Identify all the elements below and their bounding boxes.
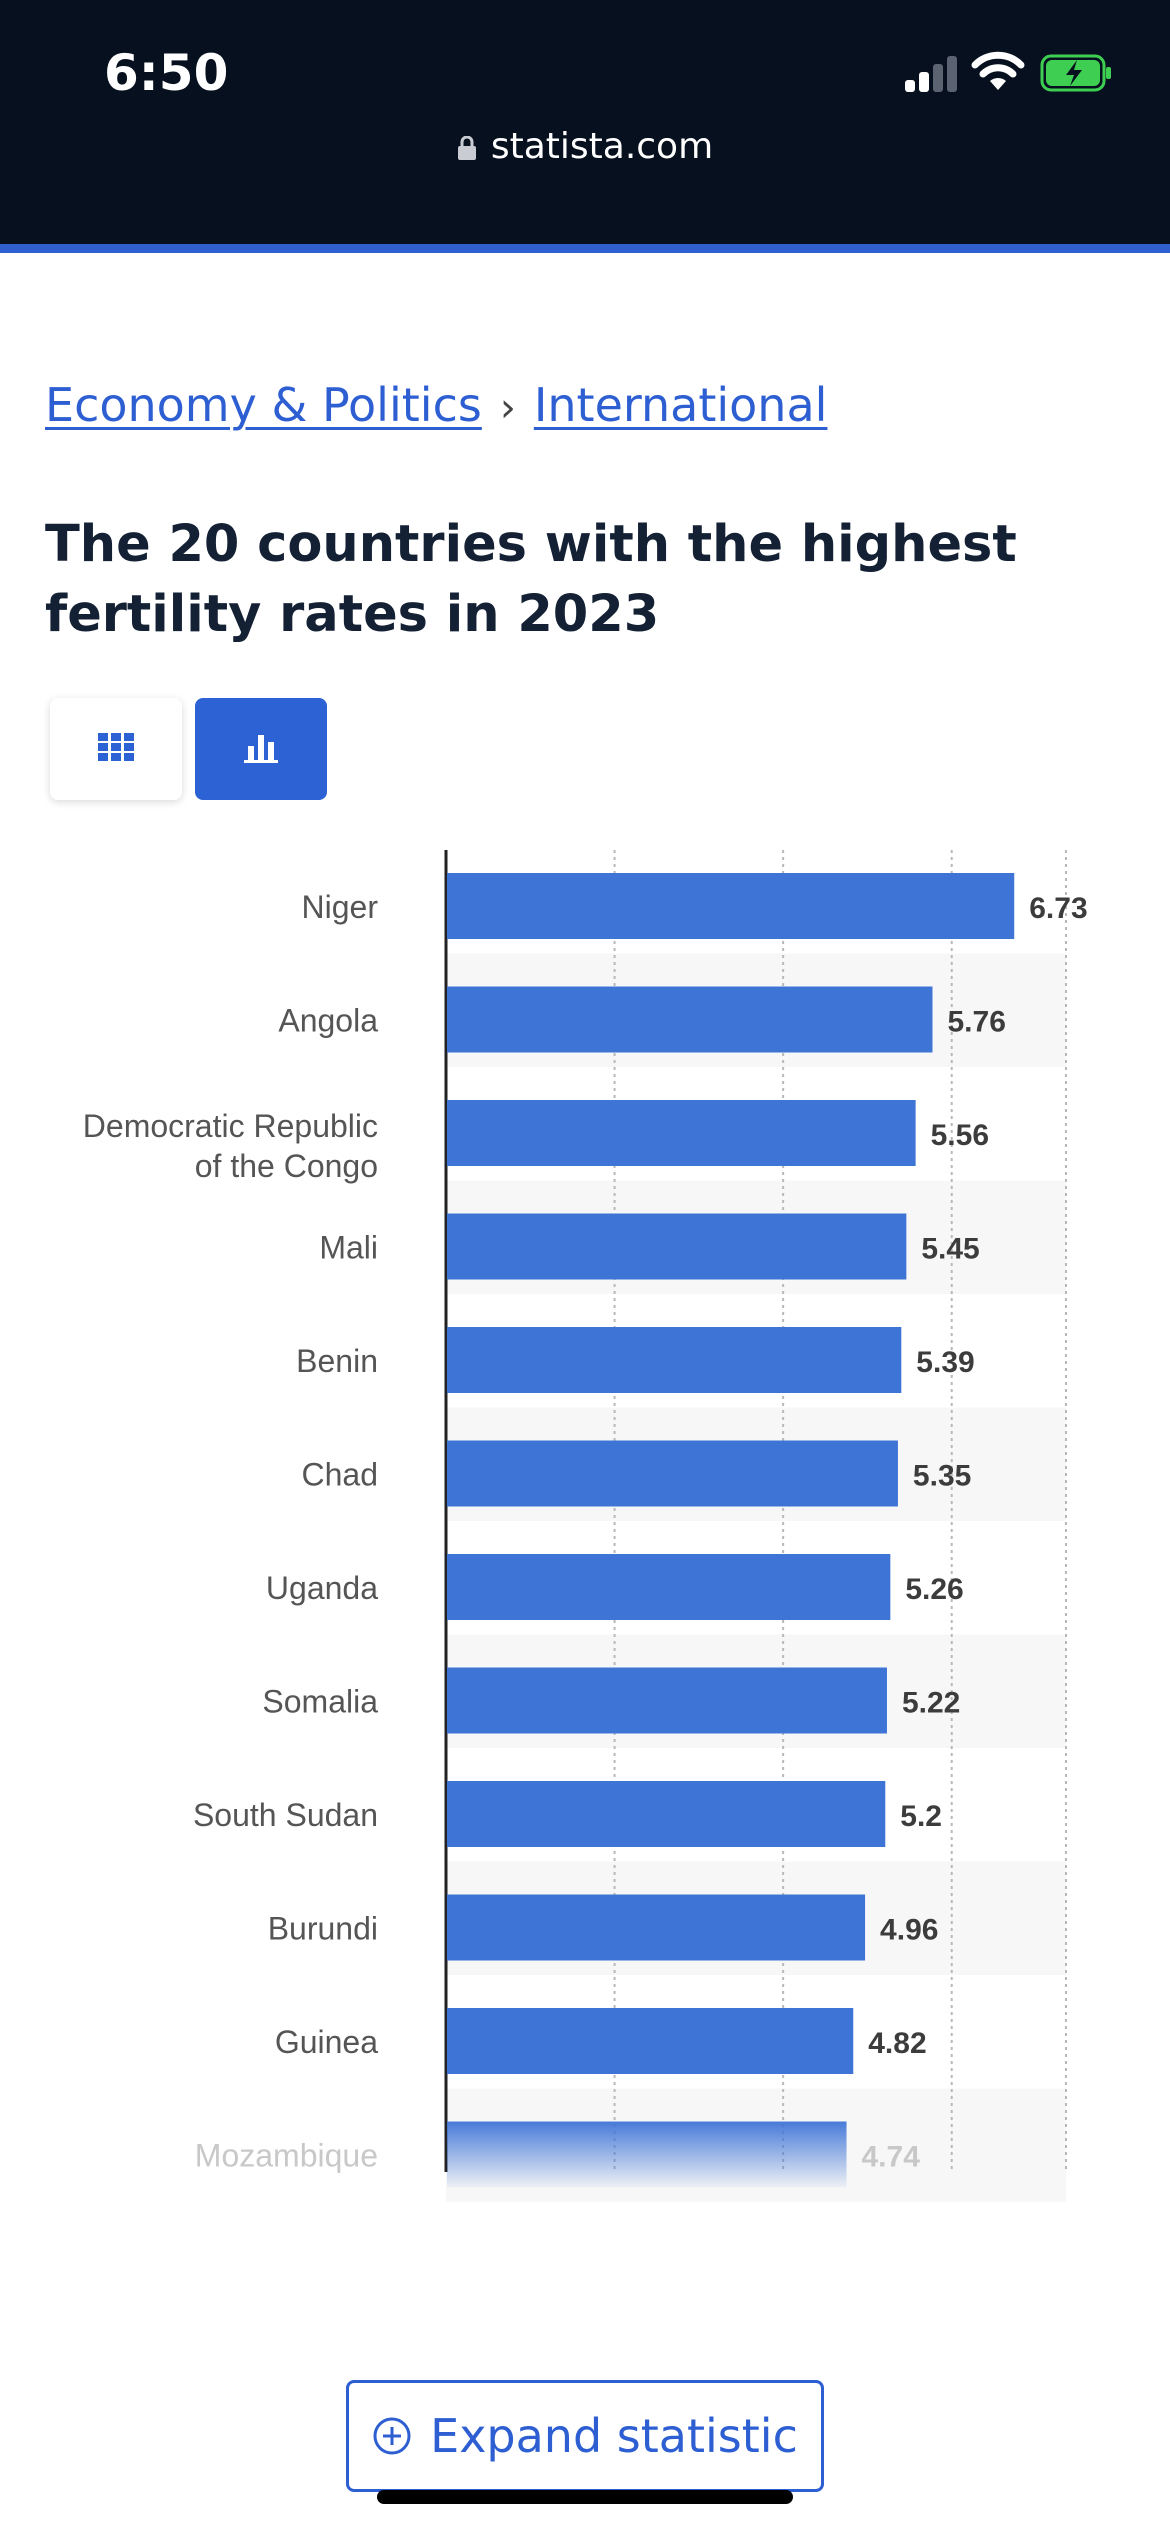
value-label: 5.22 xyxy=(902,1687,960,1720)
category-label: South Sudan xyxy=(193,1797,378,1833)
category-label: Somalia xyxy=(262,1684,378,1720)
bar[interactable] xyxy=(447,1781,886,1847)
value-label: 5.76 xyxy=(947,1006,1005,1039)
plus-circle-icon xyxy=(373,2417,411,2455)
value-label: 5.56 xyxy=(931,1119,989,1152)
breadcrumb-economy-politics[interactable]: Economy & Politics xyxy=(45,378,482,432)
home-indicator xyxy=(377,2490,793,2504)
page-title: The 20 countries with the highest fertil… xyxy=(45,515,1017,644)
value-label: 5.2 xyxy=(900,1800,942,1833)
breadcrumb-international[interactable]: International xyxy=(533,378,828,432)
url-text: statista.com xyxy=(490,126,714,167)
category-label: Benin xyxy=(296,1343,378,1379)
table-grid-icon xyxy=(98,733,134,761)
bar[interactable] xyxy=(447,2008,854,2074)
value-label: 5.45 xyxy=(921,1233,979,1266)
bar[interactable] xyxy=(447,2121,847,2188)
bar[interactable] xyxy=(447,1667,887,1734)
category-label: Guinea xyxy=(275,2024,378,2060)
status-time: 6:50 xyxy=(104,44,229,102)
address-bar[interactable]: statista.com xyxy=(0,126,1170,167)
bar[interactable] xyxy=(447,1100,916,1166)
wifi-icon xyxy=(971,51,1025,90)
bar[interactable] xyxy=(447,986,933,1053)
value-label: 4.74 xyxy=(862,2141,921,2174)
battery-charging-icon xyxy=(1040,54,1111,92)
value-label: 5.39 xyxy=(916,1346,974,1379)
bar[interactable] xyxy=(447,1554,891,1620)
category-label: Mozambique xyxy=(195,2138,378,2174)
chart-view-button[interactable] xyxy=(195,698,327,800)
value-label: 5.35 xyxy=(913,1460,971,1493)
category-label: Mali xyxy=(319,1230,378,1266)
value-label: 4.82 xyxy=(868,2027,926,2060)
category-label: Angola xyxy=(278,1003,378,1039)
breadcrumb-separator: › xyxy=(499,385,516,431)
value-label: 6.73 xyxy=(1029,892,1087,925)
table-view-button[interactable] xyxy=(50,698,182,800)
category-label: Chad xyxy=(302,1457,379,1493)
value-label: 5.26 xyxy=(905,1573,963,1606)
fertility-bar-chart: 6.73 Niger 5.76 Angola 5.56 Democratic Republ… xyxy=(83,850,1088,2202)
bar[interactable] xyxy=(447,1327,902,1393)
header-accent-line xyxy=(0,244,1170,253)
expand-statistic-label: Expand statistic xyxy=(430,2409,798,2463)
lock-icon xyxy=(457,136,476,160)
breadcrumb: Economy & Politics › International xyxy=(45,378,827,432)
value-label: 4.96 xyxy=(880,1914,938,1947)
bar[interactable] xyxy=(447,1213,907,1280)
category-label: Uganda xyxy=(266,1570,378,1606)
category-label: Burundi xyxy=(268,1911,378,1947)
bar[interactable] xyxy=(447,1440,898,1507)
category-label: Democratic Republic of the Congo xyxy=(83,1108,378,1184)
bar-chart-icon xyxy=(244,735,278,763)
cellular-signal-icon xyxy=(905,56,959,92)
expand-statistic-button[interactable]: Expand statistic xyxy=(346,2380,824,2492)
bar[interactable] xyxy=(447,873,1015,939)
category-label: Niger xyxy=(302,889,379,925)
bar[interactable] xyxy=(447,1894,866,1961)
status-bar: 6:50 statista.com xyxy=(0,0,1170,244)
